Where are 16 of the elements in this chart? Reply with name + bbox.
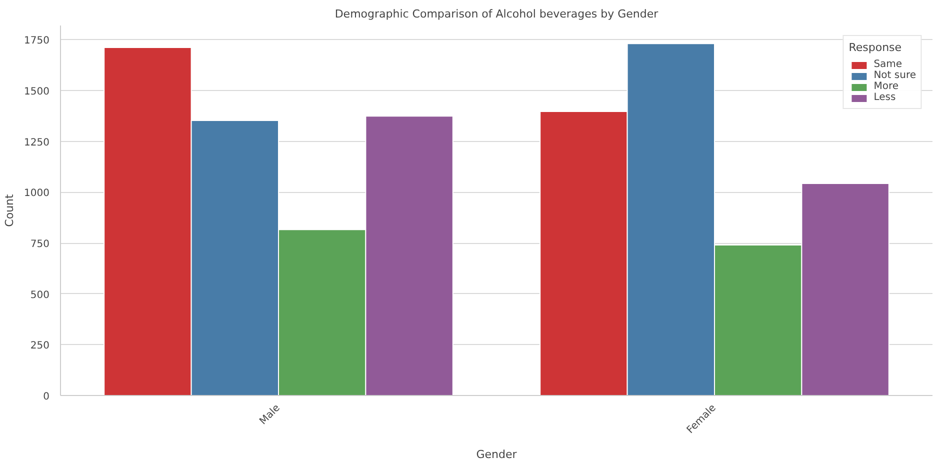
legend-label: More — [874, 81, 898, 92]
y-tick-label: 750 — [30, 239, 50, 250]
y-tick-label: 500 — [30, 290, 50, 301]
y-tick-label: 1750 — [24, 36, 50, 47]
x-axis-title: Gender — [476, 448, 518, 461]
y-tick-label: 1000 — [24, 188, 50, 200]
legend-label: Not sure — [874, 70, 916, 81]
legend-label: Less — [874, 92, 896, 103]
y-tick-label: 0 — [43, 392, 50, 402]
legend-title: Response — [848, 41, 903, 54]
y-tick-label: 1500 — [24, 86, 50, 98]
y-axis-title: Count — [3, 193, 16, 227]
chart-title: Demographic Comparison of Alcohol beverages by Gender — [334, 8, 659, 20]
y-tick-label: 250 — [30, 340, 50, 352]
legend-label: Same — [874, 59, 902, 70]
y-tick-label: 1250 — [24, 137, 50, 148]
